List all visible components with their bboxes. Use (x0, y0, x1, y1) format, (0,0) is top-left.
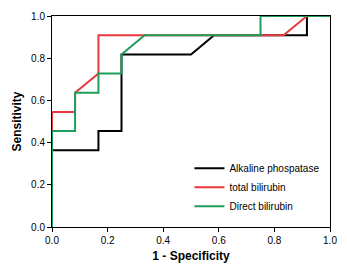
svg-text:0.4: 0.4 (156, 235, 170, 246)
svg-text:Alkaline phospatase: Alkaline phospatase (229, 163, 319, 174)
svg-text:0.6: 0.6 (31, 95, 45, 106)
svg-text:0.2: 0.2 (101, 235, 115, 246)
svg-text:0.8: 0.8 (31, 53, 45, 64)
svg-text:1.0: 1.0 (323, 235, 337, 246)
svg-text:1 - Specificity: 1 - Specificity (152, 249, 230, 263)
svg-text:1.0: 1.0 (31, 11, 45, 22)
svg-text:0.0: 0.0 (31, 222, 45, 233)
svg-text:0.4: 0.4 (31, 137, 45, 148)
svg-text:0.8: 0.8 (267, 235, 281, 246)
svg-text:total bilirubin: total bilirubin (229, 182, 285, 193)
svg-text:0.6: 0.6 (212, 235, 226, 246)
svg-text:0.2: 0.2 (31, 179, 45, 190)
svg-text:0.0: 0.0 (45, 235, 59, 246)
svg-text:Direct bilirubin: Direct bilirubin (229, 201, 292, 212)
svg-text:Sensitivity: Sensitivity (10, 91, 24, 151)
